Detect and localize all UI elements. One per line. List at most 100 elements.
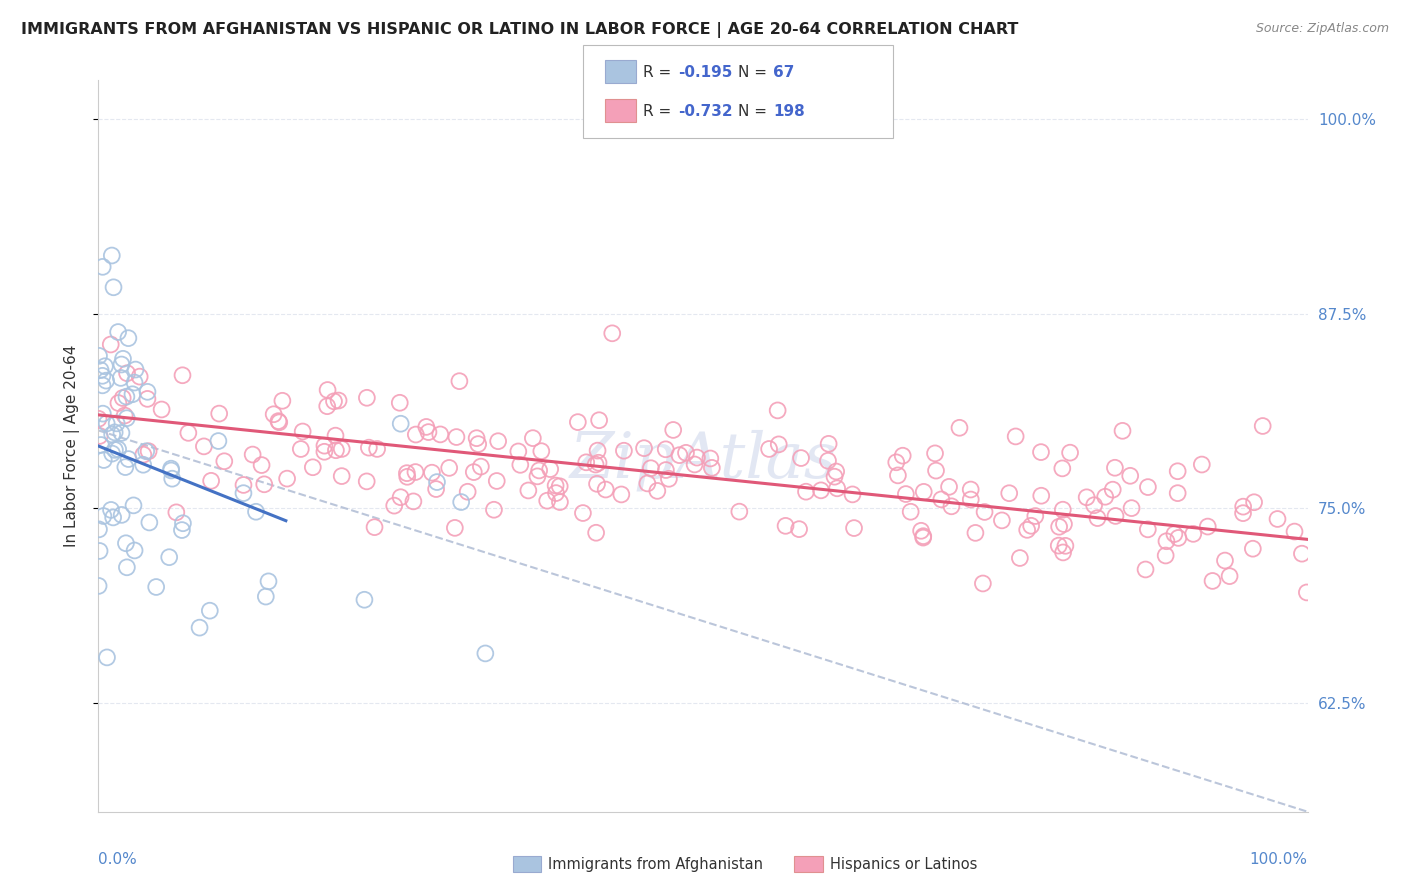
Point (165, 505, 187, 519)
Point (1191, 458, 1213, 472)
Point (470, 459, 492, 474)
Point (276, 472, 298, 486)
Point (100, 503, 122, 517)
Point (160, 472, 183, 486)
Point (548, 495, 571, 509)
Point (509, 458, 531, 472)
Point (1047, 539, 1070, 553)
Point (640, 461, 662, 475)
Point (991, 513, 1014, 527)
Point (172, 516, 194, 531)
Point (208, 407, 231, 421)
Point (925, 464, 948, 478)
Point (254, 590, 277, 604)
Point (356, 391, 378, 405)
Point (250, 458, 273, 472)
Point (449, 374, 471, 388)
Point (482, 502, 505, 516)
Point (91, 368, 114, 383)
Point (405, 427, 427, 442)
Point (1201, 574, 1223, 588)
Point (404, 465, 426, 479)
Point (810, 483, 832, 498)
Point (101, 248, 124, 262)
Point (1135, 562, 1157, 576)
Point (1121, 501, 1143, 516)
Point (253, 477, 276, 491)
Point (115, 536, 138, 550)
Point (1167, 486, 1189, 500)
Point (117, 331, 139, 345)
Point (1054, 539, 1077, 553)
Point (124, 362, 146, 376)
Point (530, 444, 553, 458)
Point (1024, 509, 1046, 524)
Point (1284, 524, 1306, 539)
Text: R =: R = (643, 65, 676, 80)
Point (910, 524, 932, 538)
Point (132, 448, 155, 462)
Text: -0.195: -0.195 (678, 65, 733, 80)
Point (824, 469, 846, 483)
Point (1167, 531, 1189, 545)
Point (683, 458, 706, 472)
Point (316, 399, 339, 413)
Point (93, 509, 115, 524)
Point (150, 402, 173, 417)
Text: 0.0%: 0.0% (98, 852, 138, 867)
Point (536, 493, 558, 508)
Point (817, 454, 839, 468)
Point (1029, 445, 1052, 459)
Point (232, 478, 254, 492)
Point (613, 443, 636, 458)
Point (356, 475, 378, 489)
Point (395, 466, 418, 480)
Point (450, 495, 472, 509)
Point (575, 455, 598, 469)
Point (894, 487, 917, 501)
Point (654, 442, 676, 457)
Point (121, 387, 143, 401)
Point (636, 476, 658, 491)
Point (382, 499, 405, 513)
Point (111, 391, 134, 405)
Point (96, 650, 118, 665)
Point (91, 407, 114, 421)
Point (588, 456, 610, 470)
Text: N =: N = (738, 104, 772, 120)
Point (366, 442, 388, 456)
Point (138, 516, 160, 530)
Point (1047, 520, 1070, 534)
Point (1295, 585, 1317, 599)
Point (912, 484, 935, 499)
Point (111, 508, 134, 522)
Point (1156, 534, 1178, 549)
Point (1031, 489, 1053, 503)
Point (314, 444, 336, 458)
Point (301, 460, 323, 475)
Text: Hispanics or Latinos: Hispanics or Latinos (830, 857, 977, 871)
Point (1059, 445, 1081, 459)
Point (965, 525, 987, 540)
Point (728, 505, 751, 519)
Point (1111, 424, 1133, 438)
Point (1119, 468, 1142, 483)
Point (93, 453, 115, 467)
Point (91, 260, 114, 274)
Point (1219, 569, 1241, 583)
Point (1052, 461, 1074, 475)
Point (544, 486, 567, 500)
Point (912, 529, 935, 543)
Point (1136, 480, 1159, 494)
Text: Immigrants from Afghanistan: Immigrants from Afghanistan (548, 857, 763, 871)
Point (444, 521, 467, 535)
Text: 100.0%: 100.0% (1250, 852, 1308, 867)
Point (363, 520, 385, 534)
Point (1101, 483, 1123, 497)
Point (89, 429, 111, 443)
Point (1251, 419, 1274, 434)
Point (959, 483, 981, 497)
Point (207, 434, 229, 448)
Point (941, 500, 963, 514)
Point (1052, 545, 1074, 559)
